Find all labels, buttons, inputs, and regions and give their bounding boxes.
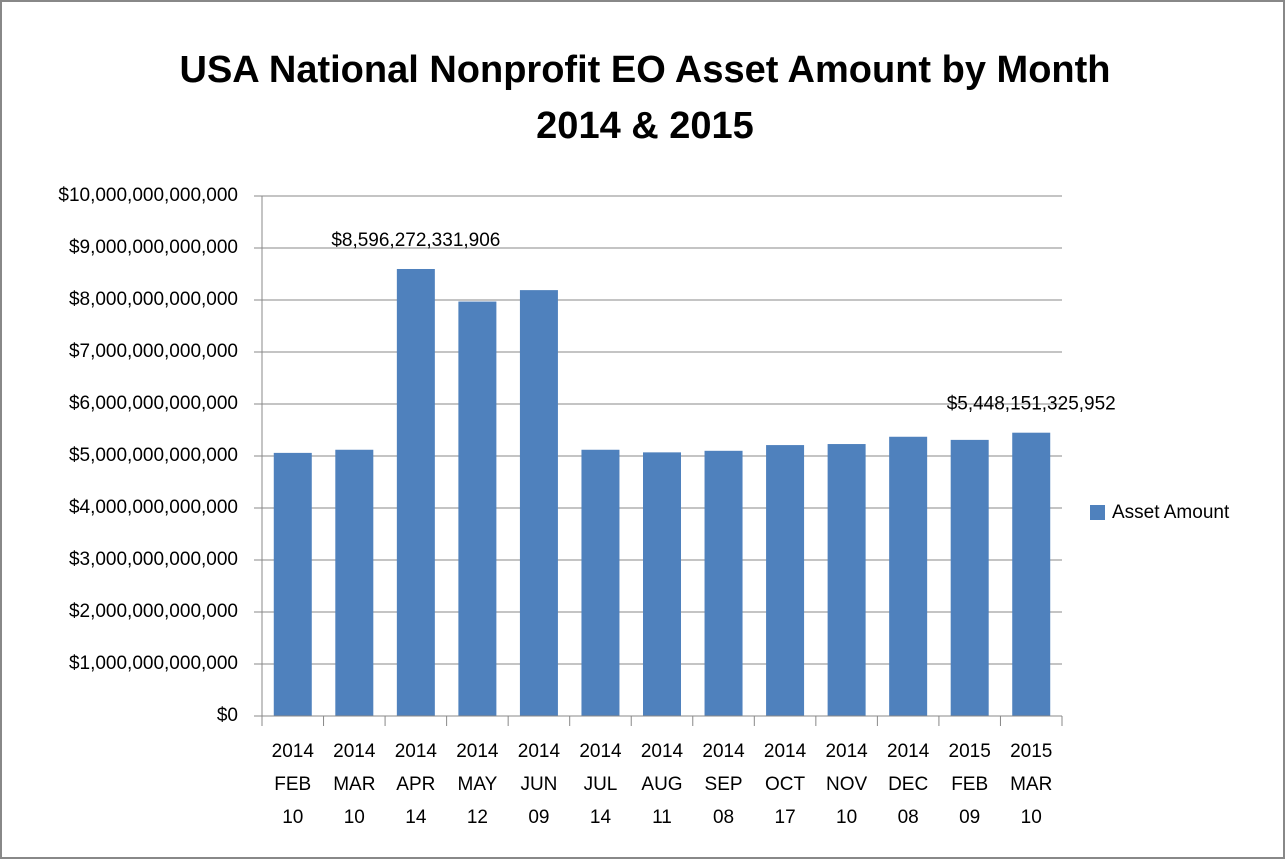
x-tick-label: 17 [775,807,796,828]
x-tick-label: DEC [888,774,928,795]
x-tick-label: 2014 [333,741,376,762]
x-tick-label: FEB [274,774,311,795]
x-tick-label: JUN [520,774,557,795]
x-tick-label: 09 [959,807,980,828]
x-tick-label: 10 [344,807,365,828]
bar [827,444,866,716]
x-tick-label: FEB [951,774,988,795]
x-tick-label: 2014 [887,741,930,762]
legend-label: Asset Amount [1112,502,1230,523]
x-tick-label: 2014 [272,741,315,762]
bar [766,445,805,716]
x-tick-label: 10 [282,807,303,828]
x-tick-label: 11 [652,807,672,828]
data-label: $8,596,272,331,906 [331,230,500,251]
bar [519,290,558,716]
x-tick-label: 2014 [518,741,561,762]
y-tick-label: $1,000,000,000,000 [69,653,238,674]
bar [1012,432,1051,716]
x-tick-label: 12 [467,807,488,828]
bar [889,436,928,716]
chart-title: 2014 & 2015 [536,105,754,147]
y-tick-label: $5,000,000,000,000 [69,445,238,466]
x-tick-label: MAR [1010,774,1052,795]
x-tick-label: JUL [584,774,618,795]
x-tick-label: 2014 [825,741,868,762]
x-tick-label: 2014 [702,741,745,762]
bar [704,450,743,716]
y-tick-label: $0 [217,705,238,726]
x-tick-label: 14 [590,807,612,828]
x-tick-label: 10 [1021,807,1042,828]
bar [950,439,989,716]
y-tick-label: $7,000,000,000,000 [69,341,238,362]
x-tick-label: 2015 [949,741,991,762]
chart-title: USA National Nonprofit EO Asset Amount b… [180,49,1111,91]
bar [581,449,620,716]
x-tick-label: 08 [898,807,919,828]
y-tick-label: $3,000,000,000,000 [69,549,238,570]
x-tick-label: 2014 [395,741,438,762]
x-tick-label: SEP [705,774,743,795]
y-tick-label: $9,000,000,000,000 [69,237,238,258]
x-tick-label: OCT [765,774,806,795]
x-tick-label: NOV [826,774,868,795]
y-tick-label: $2,000,000,000,000 [69,601,238,622]
x-tick-label: 2015 [1010,741,1052,762]
x-tick-label: 09 [528,807,549,828]
x-tick-label: AUG [641,774,682,795]
x-tick-label: 2014 [579,741,622,762]
x-tick-label: MAY [458,774,498,795]
x-tick-label: 08 [713,807,734,828]
x-tick-label: 2014 [764,741,807,762]
bar [396,268,435,716]
x-tick-label: 2014 [641,741,684,762]
y-tick-label: $4,000,000,000,000 [69,497,238,518]
x-tick-label: APR [396,774,435,795]
legend-swatch [1090,505,1105,520]
bar [273,452,312,716]
y-tick-label: $10,000,000,000,000 [58,185,238,206]
data-label: $5,448,151,325,952 [947,394,1116,415]
x-tick-label: 14 [405,807,427,828]
bar [458,301,497,716]
y-tick-label: $8,000,000,000,000 [69,289,238,310]
y-tick-label: $6,000,000,000,000 [69,393,238,414]
x-tick-label: 2014 [456,741,499,762]
bar [335,449,374,716]
bar [643,452,681,716]
x-tick-label: 10 [836,807,857,828]
x-tick-label: MAR [333,774,375,795]
